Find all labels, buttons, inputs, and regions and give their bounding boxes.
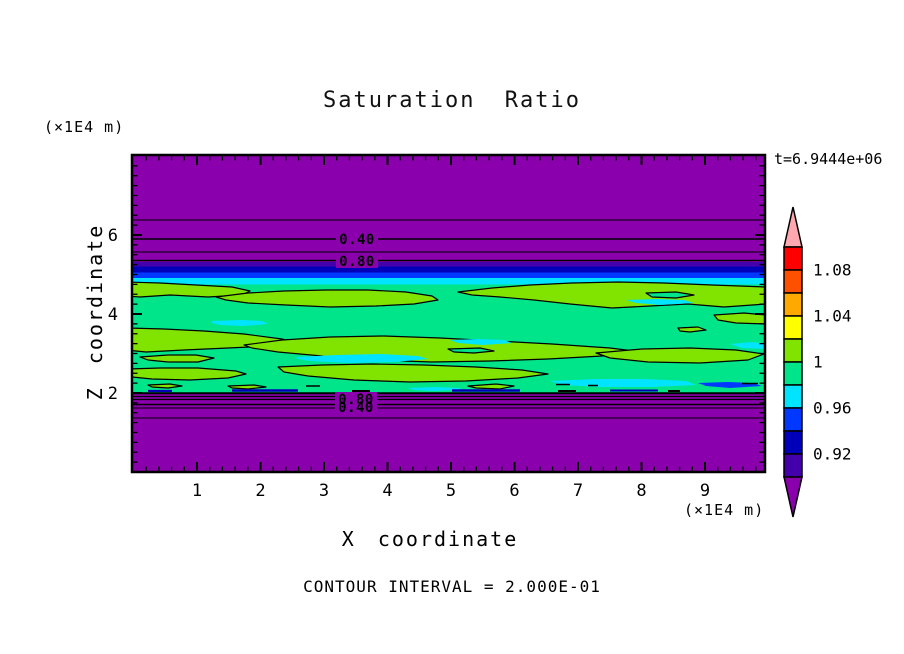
x-tick-label: 8 (636, 481, 646, 501)
contour-patch (595, 347, 765, 364)
x-tick-label: 4 (382, 481, 392, 501)
colorbar-over-arrow (783, 206, 803, 248)
colorbar-segment (783, 407, 803, 432)
x-tick-label: 2 (255, 481, 265, 501)
x-tick-label: 5 (446, 481, 456, 501)
fill-streak (730, 342, 765, 349)
contour-patch (227, 384, 267, 390)
colorbar-segment (783, 246, 803, 271)
z-tick-label: 4 (108, 305, 118, 325)
contour-patch (215, 289, 439, 308)
contour-patch (132, 367, 247, 381)
z-tick-label: 2 (108, 384, 118, 404)
contour-patch (277, 363, 549, 383)
fill-streak (626, 299, 694, 305)
x-axis-unit-label: (×1E4 m) (684, 501, 765, 519)
time-annotation: t=6.9444e+06 (774, 150, 883, 168)
colorbar-segment (783, 384, 803, 409)
colorbar-tick-label: 1.04 (813, 307, 852, 326)
contour-label: 0.80 (338, 392, 374, 408)
x-tick-label: 6 (509, 481, 519, 501)
color-band (132, 272, 765, 278)
fill-streak (296, 354, 428, 363)
colorbar-tick-label: 0.96 (813, 399, 852, 418)
colorbar: 1.08 1.04 1 0.96 0.92 (783, 206, 852, 518)
fill-streak (408, 387, 464, 391)
axis-ticks (133, 156, 764, 471)
x-tick-label: 9 (700, 481, 710, 501)
color-band (132, 266, 765, 273)
x-tick-label: 3 (319, 481, 329, 501)
colorbar-segment (783, 361, 803, 386)
colorbar-tick-label: 0.92 (813, 445, 852, 464)
contour-patch (645, 291, 695, 299)
contour-patch (467, 383, 515, 390)
colorbar-segment (783, 315, 803, 340)
contour-label: 0.40 (338, 400, 374, 416)
colorbar-segment (783, 338, 803, 363)
contour-label-mask (336, 232, 378, 246)
chart-title: Saturation Ratio (323, 88, 581, 113)
x-tick-label: 1 (192, 481, 202, 501)
colorbar-tick-label: 1 (813, 353, 823, 372)
fill-streak (450, 339, 512, 345)
colorbar-under-arrow (783, 476, 803, 518)
contour-label: 0.40 (339, 232, 375, 248)
color-band (132, 262, 765, 267)
color-band (132, 393, 765, 472)
contour-patch (677, 326, 707, 333)
contour-label: 0.80 (339, 254, 375, 270)
colorbar-tick-label: 1.08 (813, 261, 852, 280)
colorbar-segment (783, 453, 803, 478)
contour-patch (713, 312, 765, 325)
colorbar-segment (783, 430, 803, 455)
x-tick-label: 7 (573, 481, 583, 501)
contour-interval-note: CONTOUR INTERVAL = 2.000E-01 (303, 577, 601, 596)
contour-patch (447, 347, 495, 354)
contour-patch (139, 354, 215, 363)
fill-streak (550, 379, 696, 387)
z-tick-label: 6 (108, 226, 118, 246)
contour-label-mask (335, 400, 377, 414)
x-axis-title: X coordinate (341, 527, 519, 551)
contour-label-mask (336, 254, 378, 268)
color-band (132, 278, 765, 285)
z-axis-unit-label: (×1E4 m) (44, 118, 125, 136)
contour-patch (147, 383, 183, 389)
z-axis-title: Z coordinate (83, 223, 107, 401)
plot-border (130, 153, 767, 474)
color-band (132, 155, 765, 262)
colorbar-segment (783, 269, 803, 294)
colorbar-segment (783, 292, 803, 317)
fill-streak (212, 320, 268, 326)
saturation-field: 0.400.800.800.40 (132, 155, 765, 472)
